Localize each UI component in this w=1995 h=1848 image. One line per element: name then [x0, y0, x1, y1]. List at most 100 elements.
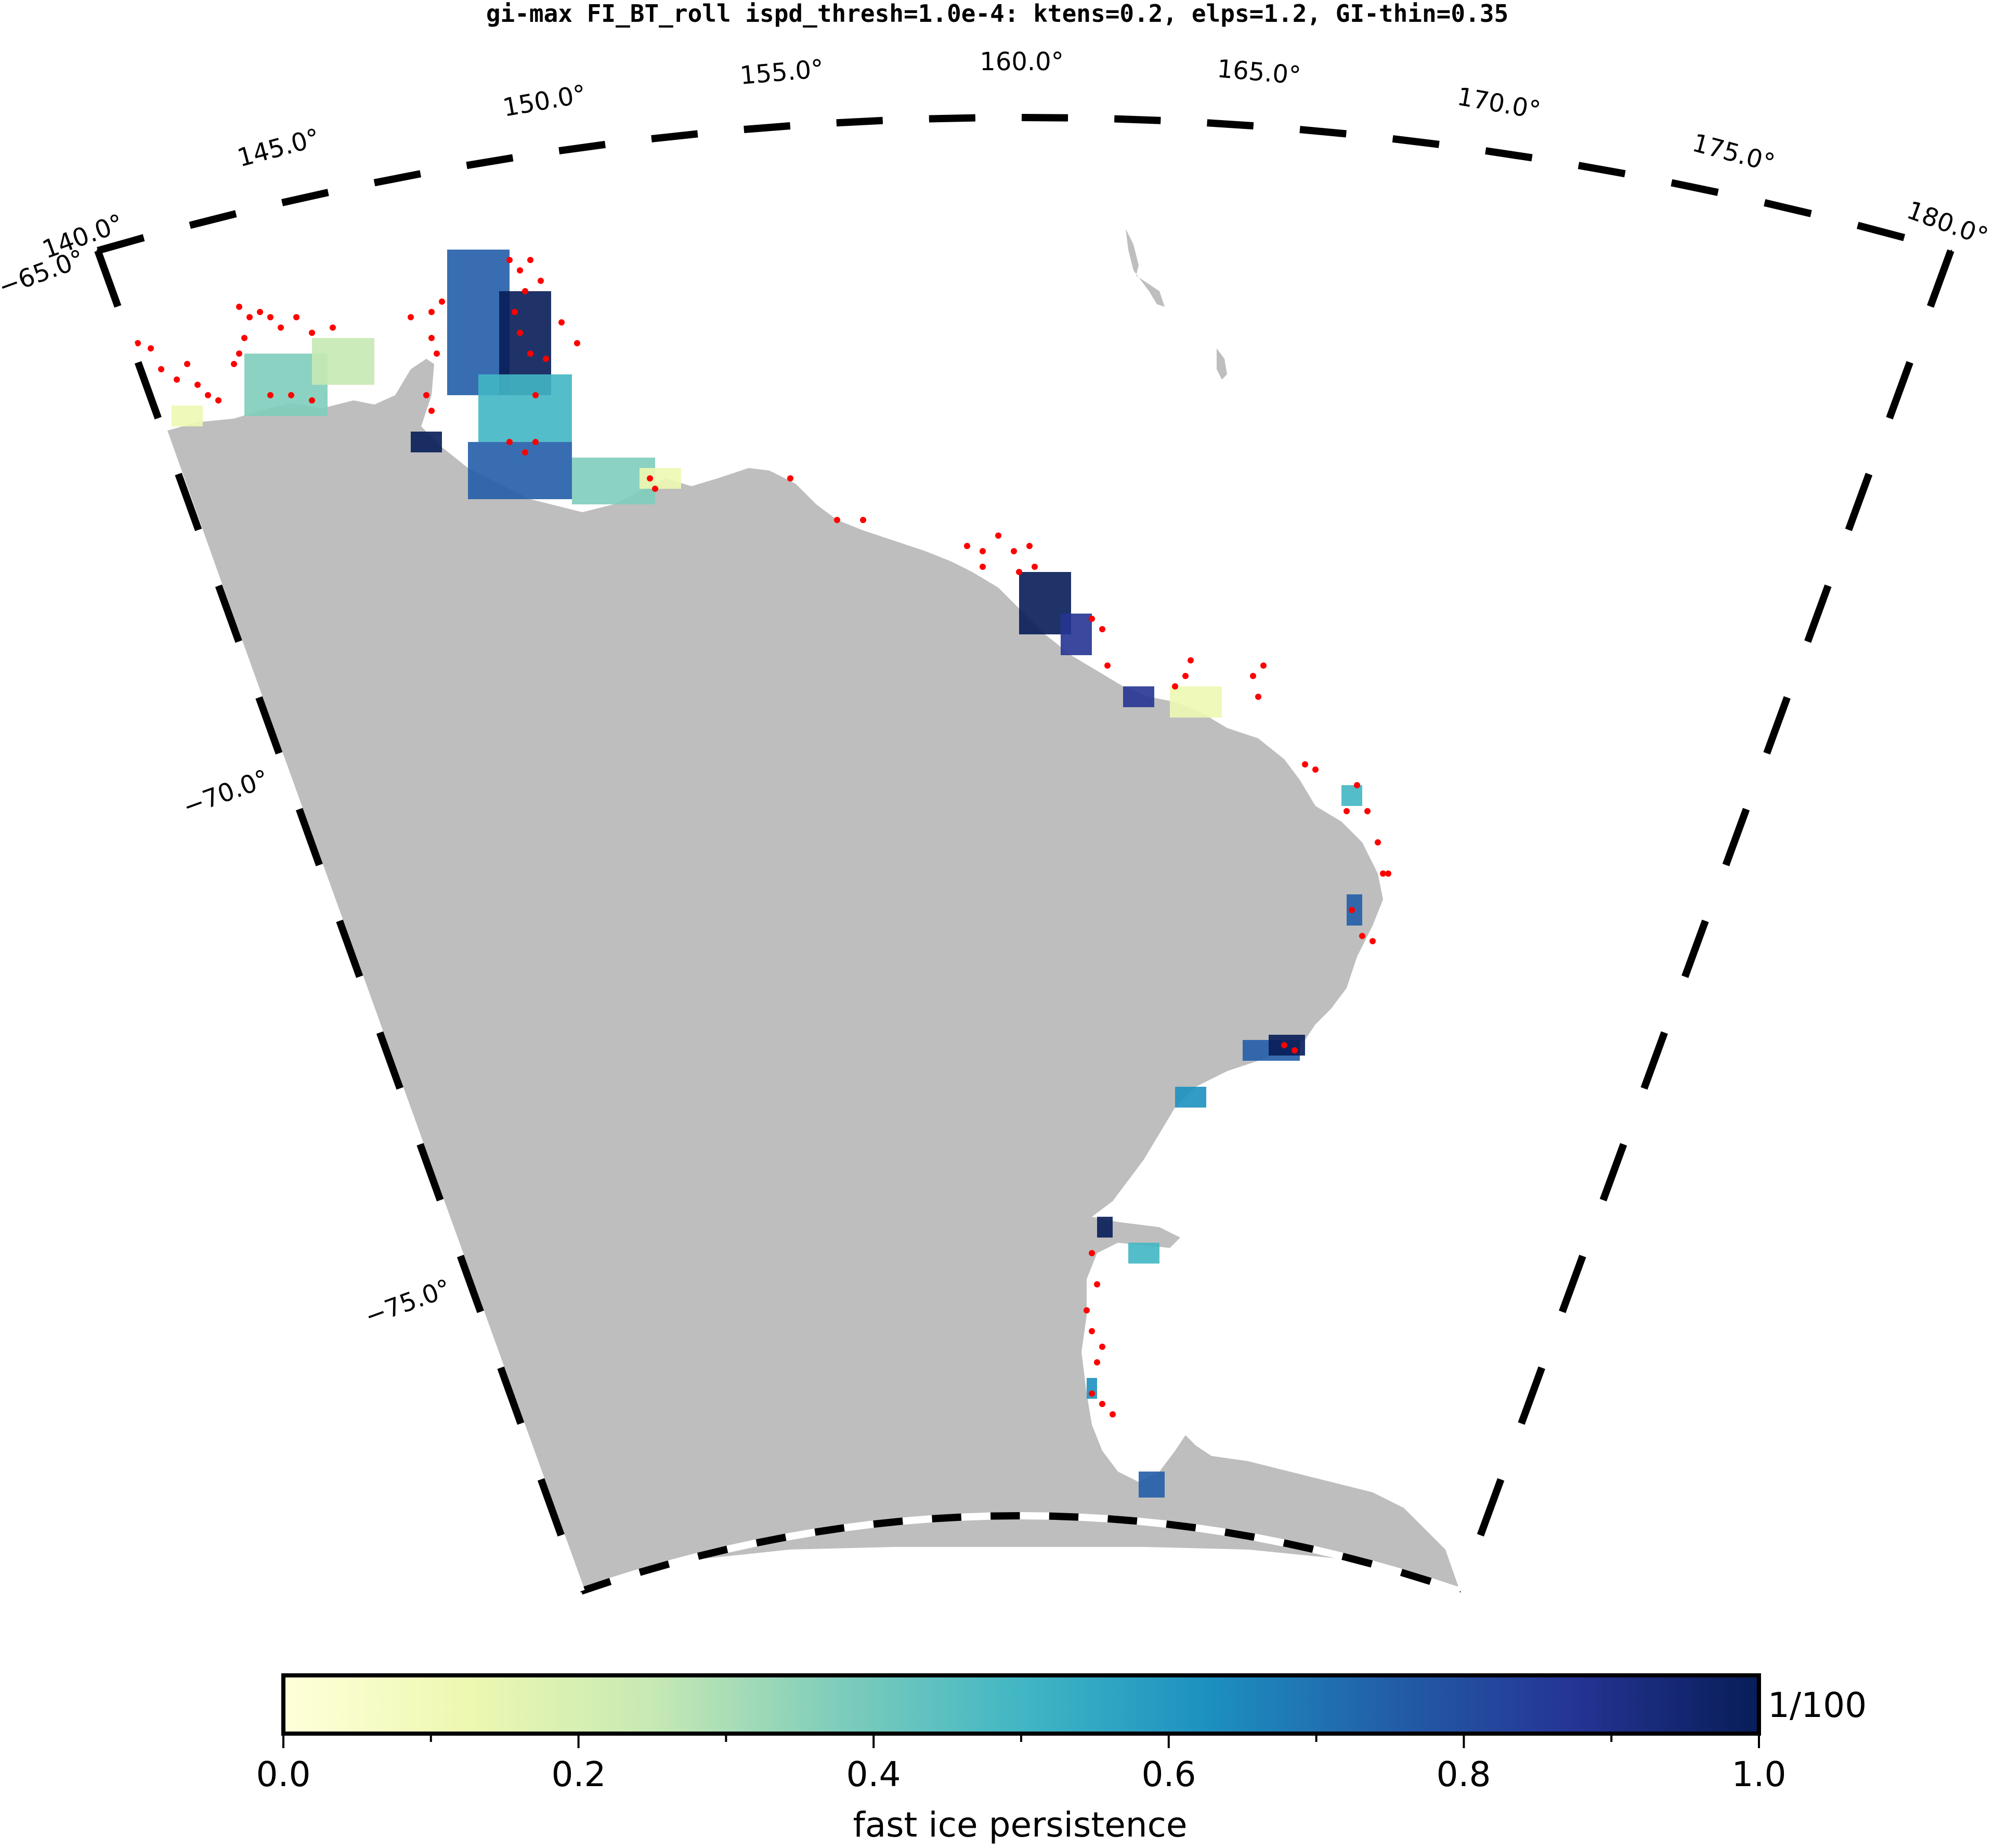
frame-segment: [1429, 1578, 1462, 1595]
frame-segment: [902, 1515, 933, 1525]
grounded-iceberg-marker: [506, 257, 513, 263]
grounded-iceberg-marker: [1172, 683, 1178, 689]
frame-segment: [235, 199, 283, 217]
frame-segment: [1254, 1533, 1285, 1547]
frame-segment: [466, 154, 514, 170]
grounded-iceberg-marker: [980, 548, 986, 554]
fast-ice-cell: [1123, 686, 1154, 707]
frame-segment: [1824, 528, 1852, 587]
balleny-island-south: [1217, 348, 1227, 380]
grounded-iceberg-marker: [1349, 907, 1355, 913]
frame-segment: [477, 1310, 504, 1369]
colorbar-ticks: [282, 1734, 1760, 1748]
grounded-iceberg-marker: [434, 350, 440, 357]
grounded-iceberg-marker: [278, 324, 284, 331]
grounded-iceberg-marker: [1364, 808, 1371, 814]
grounded-iceberg-marker: [1089, 616, 1095, 622]
frame-segment: [1166, 1520, 1196, 1532]
frame-ticks: [94, 114, 1954, 1595]
frame-segment: [785, 1528, 816, 1541]
fast-ice-cell: [1128, 1243, 1159, 1264]
frame-segment: [1577, 162, 1626, 178]
frame-segment: [1371, 1560, 1402, 1576]
frame-segment: [142, 222, 191, 241]
frame-segment: [517, 1422, 545, 1481]
lat-label-70: −70.0°: [179, 764, 273, 822]
lon-label-150: 150.0°: [501, 80, 589, 123]
fast-ice-cell: [411, 432, 442, 452]
frame-segment: [814, 1524, 845, 1536]
grounded-iceberg-marker: [236, 350, 242, 357]
grounded-iceberg-marker: [1354, 782, 1360, 788]
grounded-iceberg-marker: [1032, 564, 1038, 570]
frame-segment: [1341, 1553, 1373, 1568]
frame-segment: [668, 1553, 699, 1568]
grounded-iceberg-marker: [288, 392, 294, 398]
grounded-iceberg-marker: [964, 543, 970, 549]
frame-segment: [580, 1578, 612, 1595]
grounded-iceberg-marker: [330, 324, 336, 331]
grounded-iceberg-marker: [1250, 673, 1256, 679]
frame-segment: [1161, 116, 1207, 127]
frame-segment: [609, 1569, 641, 1585]
colorbar-title: fast ice persistence: [853, 1805, 1187, 1845]
grounded-iceberg-marker: [860, 517, 866, 523]
lon-label-160: 160.0°: [980, 47, 1063, 76]
frame-segment: [558, 140, 606, 154]
grounded-iceberg-marker: [1099, 1344, 1105, 1350]
frame-segment: [1346, 130, 1393, 142]
frame-segment: [873, 1517, 903, 1528]
frame-segment: [1049, 1512, 1079, 1521]
grounded-iceberg-marker: [174, 376, 180, 383]
frame-segment: [638, 1560, 670, 1576]
fast-ice-cell: [312, 338, 374, 385]
grounded-iceberg-marker: [215, 397, 221, 404]
lon-label-165: 165.0°: [1216, 54, 1302, 90]
lon-label-175: 175.0°: [1689, 128, 1778, 178]
grounded-iceberg-marker: [1380, 870, 1386, 877]
grounded-iceberg-marker: [205, 392, 211, 398]
frame-segment: [697, 1545, 728, 1560]
colorbar-tick-label-0: 0.0: [256, 1754, 311, 1794]
grounded-iceberg-marker: [834, 517, 840, 523]
grounded-iceberg-marker: [1084, 1307, 1090, 1313]
grounded-iceberg-marker: [1375, 839, 1381, 845]
grounded-iceberg-marker: [257, 309, 263, 315]
grounded-iceberg-marker: [506, 439, 513, 445]
colorbar-tick-label-4: 0.8: [1437, 1754, 1491, 1794]
frame-segment: [1624, 170, 1673, 187]
frame-segment: [726, 1539, 758, 1553]
grounded-iceberg-marker: [1099, 1401, 1105, 1407]
frame-segment: [790, 119, 837, 129]
grounded-iceberg-marker: [558, 319, 565, 326]
grounded-iceberg-marker: [428, 309, 435, 315]
grounded-iceberg-marker: [543, 356, 549, 362]
lon-label-145: 145.0°: [234, 123, 323, 173]
fast-ice-cell: [1061, 614, 1092, 655]
frame-segment: [932, 1513, 962, 1522]
grounded-iceberg-marker: [1312, 766, 1319, 773]
frame-segment: [373, 170, 422, 187]
frame-segment: [134, 361, 162, 420]
frame-segment: [1640, 1031, 1668, 1090]
colorbar-tick-label-2: 0.4: [846, 1754, 901, 1794]
frame-segment: [1599, 1143, 1627, 1202]
frame-segment: [843, 1520, 874, 1532]
grounded-iceberg-marker: [184, 361, 190, 367]
grounded-iceberg-marker: [1182, 673, 1189, 679]
frame-segment: [755, 1533, 787, 1547]
grounded-iceberg-marker: [1281, 1042, 1287, 1048]
frame-segment: [356, 975, 384, 1034]
fast-ice-cell: [468, 442, 572, 499]
frame-segment: [1299, 126, 1347, 138]
grounded-iceberg-marker: [267, 392, 273, 398]
grounded-iceberg-marker: [538, 278, 544, 284]
frame-segment: [1886, 361, 1913, 420]
fast-ice-cell: [1175, 1087, 1206, 1108]
frame-segment: [376, 1031, 403, 1090]
grounded-iceberg-marker: [532, 439, 539, 445]
frame-segment: [1743, 752, 1770, 811]
fast-ice-cell: [1097, 1217, 1113, 1238]
grounded-iceberg-marker: [267, 314, 273, 320]
grounded-iceberg-marker: [241, 335, 247, 341]
